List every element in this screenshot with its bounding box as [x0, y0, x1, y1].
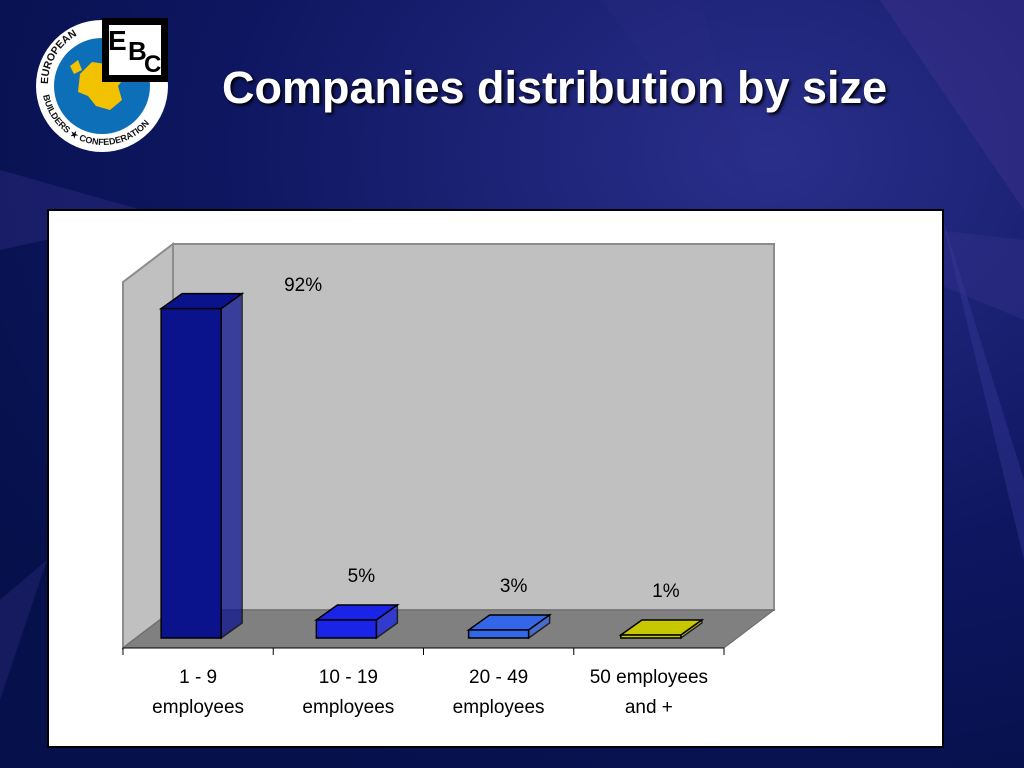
category-label: 20 - 49 [469, 667, 528, 688]
logo-letter-b: B [128, 36, 147, 66]
category-label: 1 - 9 [179, 667, 217, 688]
category-label: employees [152, 697, 244, 718]
logo-letter-c: C [144, 51, 161, 78]
chart-back-wall [172, 243, 775, 611]
bar-chart: 92% 1 - 9 employees 5% 10 - 19 employees 3% 20 … [121, 241, 776, 718]
category-label: 10 - 19 [319, 667, 378, 688]
bar [315, 619, 378, 639]
data-label: 3% [500, 576, 528, 597]
slide-title: Companies distribution by size [222, 62, 888, 113]
data-label: 92% [284, 275, 322, 296]
bar [467, 629, 530, 639]
bar [620, 634, 682, 639]
ebc-logo: EUROPEAN BUILDERS ★ CONFEDERATION E B C [36, 18, 168, 152]
bar-side [220, 292, 243, 640]
chart-panel: 92% 1 - 9 employees 5% 10 - 19 employees 3% 20 … [47, 209, 944, 748]
category-label: and + [625, 697, 673, 718]
logo-letter-e: E [108, 25, 127, 56]
category-label: employees [302, 697, 394, 718]
category-label: employees [453, 697, 545, 718]
data-label: 1% [652, 581, 680, 602]
bar [160, 307, 222, 639]
data-label: 5% [348, 566, 376, 587]
category-label: 50 employees [590, 667, 708, 688]
